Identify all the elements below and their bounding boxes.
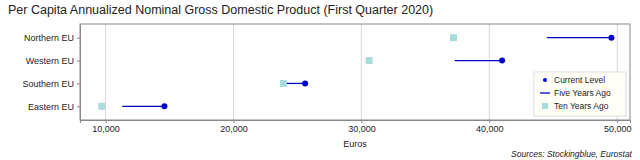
y-tick-label: Western EU bbox=[26, 56, 74, 66]
legend-key bbox=[543, 78, 547, 82]
dot-marker bbox=[608, 35, 614, 41]
y-tick: Southern EU bbox=[22, 79, 80, 89]
x-axis-title: Euros bbox=[343, 139, 367, 149]
x-tick-line bbox=[489, 120, 490, 123]
x-tick: 10,000 bbox=[92, 120, 120, 134]
x-tick-line bbox=[106, 120, 107, 123]
y-tick: Western EU bbox=[26, 56, 80, 66]
x-tick-label: 10,000 bbox=[92, 124, 120, 134]
x-tick: 30,000 bbox=[348, 120, 376, 134]
grid-line bbox=[233, 24, 234, 120]
legend-label: Ten Years Ago bbox=[554, 101, 609, 111]
y-tick-label: Northern EU bbox=[24, 33, 74, 43]
plot-frame bbox=[80, 24, 630, 120]
y-tick: Northern EU bbox=[24, 33, 80, 43]
source: Sources: Stockingblue, Eurostat bbox=[511, 149, 633, 159]
x-axis-line bbox=[81, 121, 631, 124]
legend-label: Current Level bbox=[554, 75, 605, 85]
x-tick-label: 30,000 bbox=[348, 124, 376, 134]
square-marker bbox=[98, 103, 105, 110]
legend-key bbox=[542, 103, 548, 109]
chart: Per Capita Annualized Nominal Gross Dome… bbox=[0, 0, 640, 160]
y-tick: Eastern EU bbox=[28, 102, 80, 112]
square-marker bbox=[366, 57, 373, 64]
y-tick-line bbox=[77, 61, 80, 62]
grid-line bbox=[361, 24, 362, 120]
x-tick-label: 40,000 bbox=[476, 124, 504, 134]
dot-marker bbox=[161, 103, 167, 109]
dot-marker bbox=[499, 58, 505, 64]
legend: Current Level Five Years Ago Ten Years Ago bbox=[534, 72, 626, 116]
square-marker bbox=[450, 34, 457, 41]
x-tick: 20,000 bbox=[220, 120, 248, 134]
grid-line bbox=[489, 24, 490, 120]
legend-label: Five Years Ago bbox=[554, 88, 611, 98]
range-line bbox=[547, 37, 612, 38]
legend-item: Five Years Ago bbox=[540, 88, 611, 98]
y-tick-line bbox=[77, 106, 80, 107]
x-tick: 40,000 bbox=[476, 120, 504, 134]
x-tick-label: 50,000 bbox=[604, 124, 632, 134]
y-axis-line bbox=[80, 25, 81, 121]
dot-marker bbox=[302, 80, 308, 86]
plot: 10,000 20,000 30,000 40,000 50,000 Northern E… bbox=[22, 24, 631, 134]
x-tick-line bbox=[617, 120, 618, 123]
x-tick: 50,000 bbox=[604, 120, 632, 134]
square-marker bbox=[280, 80, 287, 87]
y-tick-line bbox=[77, 38, 80, 39]
x-axis: 10,000 20,000 30,000 40,000 50,000 bbox=[81, 120, 632, 134]
x-tick-label: 20,000 bbox=[220, 124, 248, 134]
x-tick-line bbox=[361, 120, 362, 123]
series-square bbox=[98, 34, 457, 110]
y-tick-label: Eastern EU bbox=[28, 102, 74, 112]
legend-item: Ten Years Ago bbox=[542, 101, 609, 111]
range-line bbox=[122, 106, 164, 107]
y-axis: Northern EU Western EU Southern EU Eastern … bbox=[22, 25, 80, 121]
legend-item: Current Level bbox=[543, 75, 605, 85]
legend-key bbox=[540, 92, 550, 93]
range-line bbox=[455, 60, 502, 61]
title: Per Capita Annualized Nominal Gross Dome… bbox=[8, 3, 433, 17]
x-tick-line bbox=[233, 120, 234, 123]
y-tick-label: Southern EU bbox=[22, 79, 74, 89]
y-tick-line bbox=[77, 83, 80, 84]
legend-box bbox=[534, 72, 626, 116]
